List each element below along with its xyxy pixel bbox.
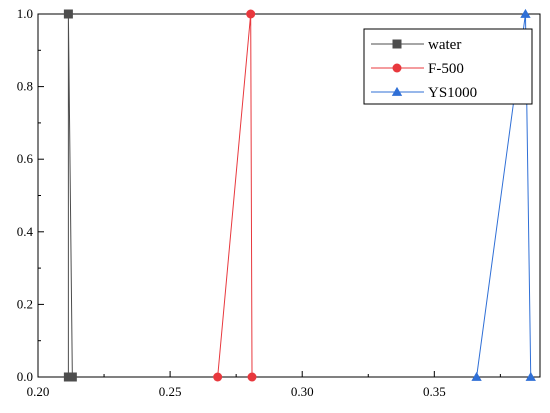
data-point [525,371,536,381]
x-tick-label: 0.20 [27,384,50,399]
data-point [471,371,482,381]
legend-marker-f-500 [392,63,402,73]
y-tick-label: 0.0 [17,369,33,384]
y-axis: 0.0 0.2 0.4 0.6 0.8 1.0 [17,6,44,384]
legend-marker-ys1000 [391,86,403,96]
y-tick-label: 0.8 [17,79,33,94]
series-f-500 [213,9,257,382]
legend-label-f-500: F-500 [428,61,464,77]
data-point [213,372,223,382]
data-point [63,9,73,19]
y-tick-label: 0.2 [17,296,33,311]
series-water [63,9,77,382]
legend: water F-500 YS1000 [363,28,533,105]
legend-label-water: water [428,37,461,53]
data-point [246,9,256,19]
series-line [67,13,73,378]
y-tick-label: 0.4 [17,224,34,239]
legend-marker-water [392,39,402,49]
legend-label-ys1000: YS1000 [428,85,477,101]
x-tick-label: 0.25 [159,384,182,399]
data-point [67,372,77,382]
x-tick-label: 0.35 [423,384,446,399]
series-layer [63,8,536,382]
series-line [217,13,253,378]
x-tick-label: 0.30 [291,384,314,399]
data-point [247,372,257,382]
series-ys1000 [471,8,536,381]
y-tick-label: 0.6 [17,151,34,166]
x-axis: 0.20 0.25 0.30 0.35 [27,371,501,399]
y-tick-label: 1.0 [17,6,33,21]
data-point [520,8,531,18]
